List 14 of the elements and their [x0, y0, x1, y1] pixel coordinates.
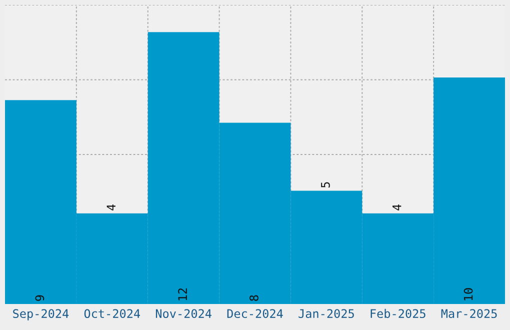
data-label: 4 [392, 204, 402, 210]
data-label: 9 [35, 295, 44, 301]
data-label: 12 [178, 288, 187, 300]
x-tick-label: Sep-2024 [13, 309, 69, 320]
data-label: 4 [106, 204, 116, 210]
data-label: 5 [321, 182, 330, 188]
data-label: 10 [464, 288, 473, 300]
data-label: 8 [250, 295, 258, 301]
x-tick-label: Nov-2024 [156, 309, 212, 318]
x-tick-label: Dec-2024 [227, 309, 283, 318]
x-tick-label: Mar-2025 [441, 309, 497, 318]
x-tick-label: Jan-2025 [298, 309, 354, 318]
x-tick-label: Feb-2025 [370, 308, 426, 318]
x-tick-label: Oct-2024 [84, 309, 140, 318]
